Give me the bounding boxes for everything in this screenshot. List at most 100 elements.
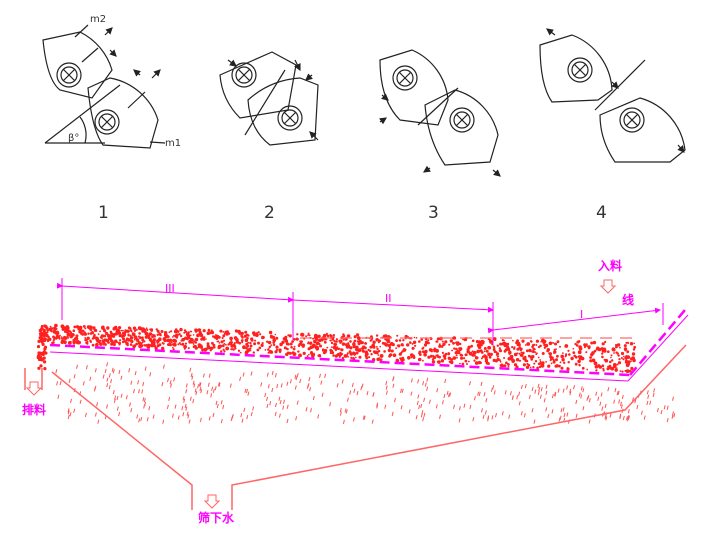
particle bbox=[451, 349, 453, 352]
particle bbox=[200, 337, 204, 341]
particle bbox=[526, 362, 529, 366]
particle bbox=[102, 344, 105, 346]
underflow-label: 筛下水 bbox=[198, 510, 235, 525]
particle bbox=[529, 355, 534, 360]
particle bbox=[630, 360, 632, 362]
particle bbox=[535, 353, 538, 356]
particle bbox=[77, 327, 81, 331]
droplet bbox=[144, 366, 147, 371]
particle bbox=[53, 328, 56, 331]
droplet bbox=[458, 406, 461, 411]
droplet bbox=[485, 398, 488, 403]
droplet bbox=[469, 404, 472, 410]
particle bbox=[52, 341, 55, 344]
particle bbox=[135, 342, 139, 346]
particle bbox=[422, 359, 424, 362]
droplet bbox=[286, 404, 289, 409]
droplet bbox=[673, 413, 676, 418]
particle bbox=[308, 334, 311, 337]
particle bbox=[530, 358, 533, 361]
droplet bbox=[463, 403, 466, 408]
droplet bbox=[543, 398, 546, 403]
droplet bbox=[418, 404, 421, 410]
particle bbox=[168, 342, 171, 345]
particle bbox=[181, 342, 185, 346]
particle bbox=[423, 352, 427, 357]
particle bbox=[438, 355, 441, 359]
particle bbox=[179, 327, 183, 332]
droplet bbox=[562, 388, 565, 393]
particle bbox=[225, 332, 229, 336]
particle bbox=[312, 337, 315, 340]
particle bbox=[357, 348, 362, 353]
particle bbox=[619, 346, 621, 349]
particle bbox=[552, 360, 556, 364]
particle bbox=[632, 358, 636, 363]
droplet bbox=[324, 373, 327, 379]
particle bbox=[388, 354, 391, 358]
particle bbox=[580, 356, 585, 361]
particle bbox=[567, 361, 570, 364]
particle bbox=[504, 348, 508, 352]
particle bbox=[604, 340, 607, 344]
particle bbox=[342, 333, 345, 336]
particle bbox=[286, 347, 289, 351]
droplet bbox=[554, 392, 557, 397]
particle bbox=[560, 366, 564, 370]
particle bbox=[312, 353, 315, 357]
particle bbox=[601, 364, 605, 368]
particle bbox=[150, 329, 154, 332]
droplet bbox=[214, 385, 217, 391]
droplet bbox=[199, 382, 202, 387]
particle bbox=[89, 332, 93, 335]
particle bbox=[484, 358, 488, 361]
screen-section: III II I 排料 筛下水 入料 线 bbox=[22, 258, 689, 525]
particle bbox=[70, 341, 72, 343]
particle bbox=[596, 346, 600, 350]
particle bbox=[222, 331, 225, 333]
particle bbox=[253, 342, 257, 346]
particle bbox=[219, 329, 223, 333]
droplet bbox=[613, 399, 616, 404]
droplet bbox=[660, 409, 663, 415]
particle bbox=[470, 346, 473, 348]
particle bbox=[281, 340, 285, 344]
particle bbox=[474, 356, 479, 360]
particle bbox=[540, 364, 543, 367]
particle bbox=[261, 335, 265, 340]
droplet bbox=[495, 412, 497, 418]
particle bbox=[447, 356, 451, 360]
droplet bbox=[192, 398, 195, 404]
droplet bbox=[106, 362, 109, 367]
droplet bbox=[566, 412, 569, 417]
particle bbox=[587, 346, 591, 350]
particle bbox=[411, 342, 414, 345]
particle bbox=[531, 345, 534, 349]
particle bbox=[410, 356, 413, 359]
particle bbox=[332, 354, 335, 357]
particle bbox=[418, 340, 421, 343]
particle bbox=[221, 336, 224, 339]
particle bbox=[167, 338, 171, 343]
particle bbox=[177, 343, 180, 346]
particle bbox=[55, 332, 58, 334]
droplet bbox=[621, 394, 624, 400]
particle bbox=[84, 337, 87, 339]
droplet bbox=[260, 382, 263, 387]
particle bbox=[242, 345, 246, 350]
droplet bbox=[112, 369, 115, 374]
droplet bbox=[206, 390, 209, 395]
droplet bbox=[269, 401, 272, 406]
droplet bbox=[428, 399, 431, 404]
particle bbox=[358, 341, 361, 345]
particle bbox=[610, 356, 612, 359]
droplet bbox=[384, 404, 387, 409]
particle bbox=[163, 333, 168, 337]
particle bbox=[295, 337, 299, 341]
particle bbox=[578, 346, 583, 351]
particle bbox=[223, 342, 226, 345]
particle bbox=[402, 348, 407, 352]
particle bbox=[148, 332, 153, 336]
droplet bbox=[102, 374, 105, 379]
particle bbox=[195, 329, 199, 332]
